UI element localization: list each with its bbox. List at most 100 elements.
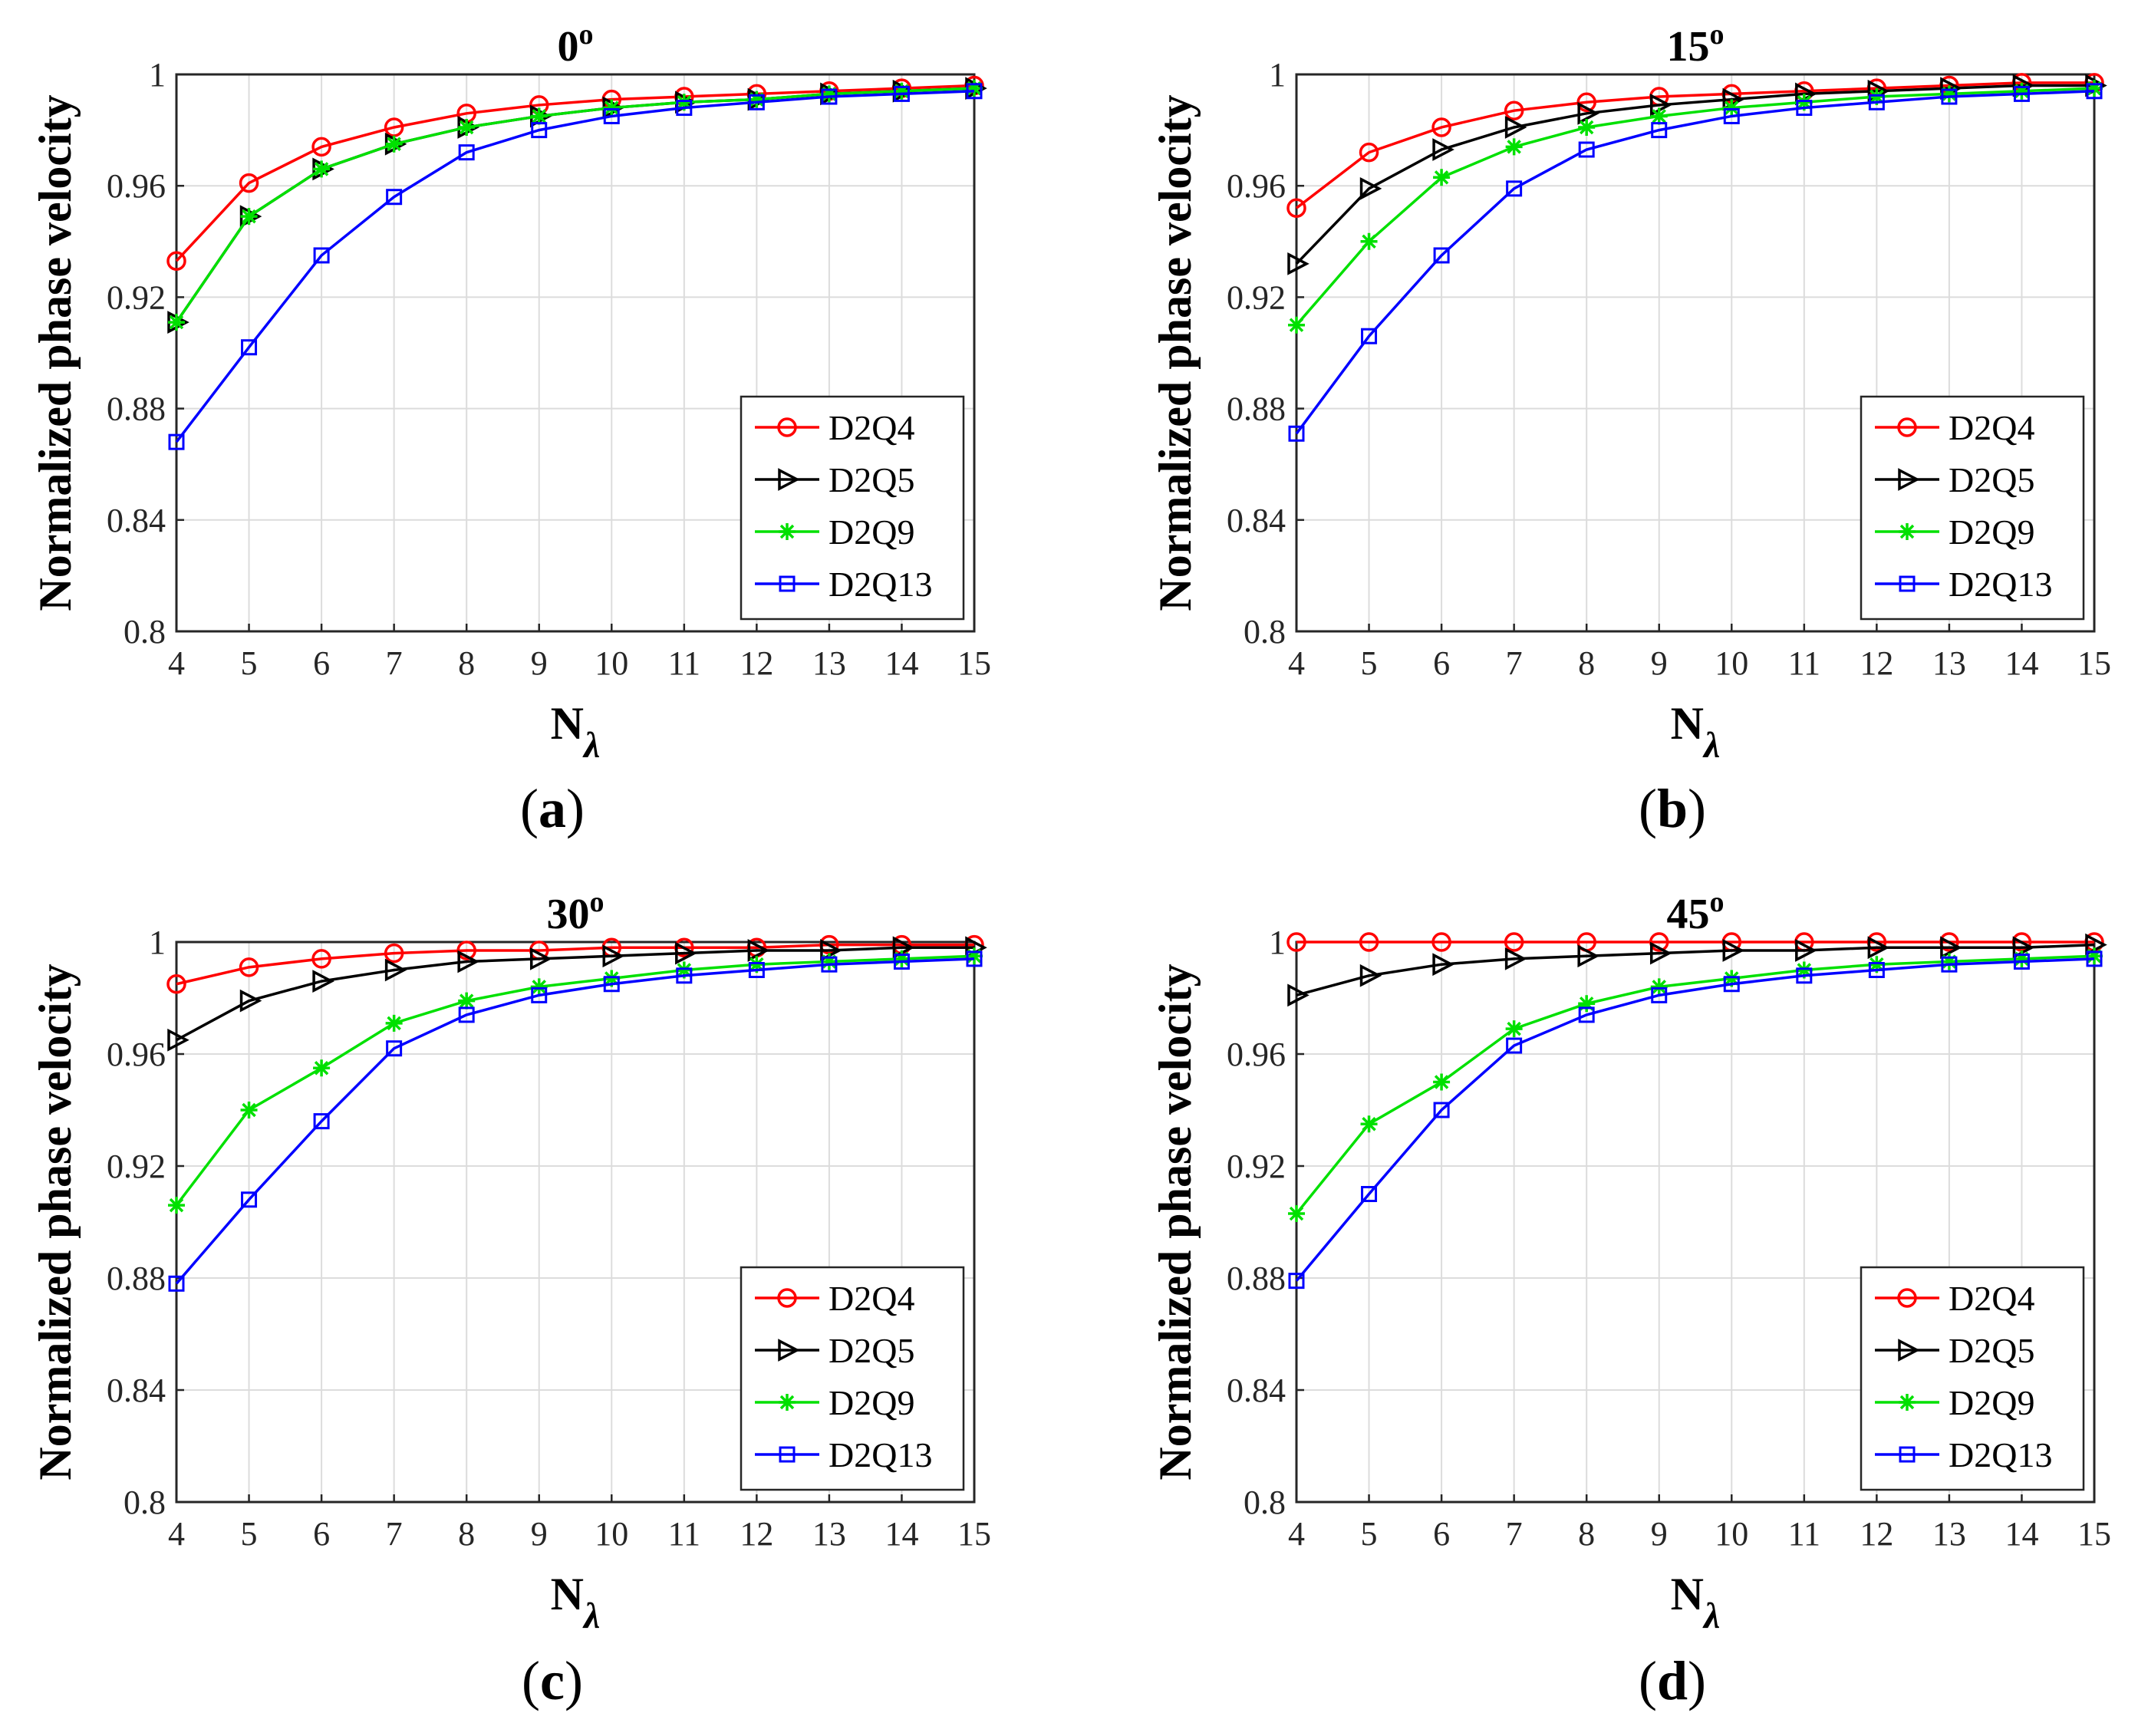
data-point-D2Q9: [603, 99, 621, 117]
legend-label-D2Q9: D2Q9: [1949, 512, 2034, 552]
x-tick-label: 14: [885, 644, 918, 682]
data-point-D2Q13: [2013, 85, 2030, 102]
series-D2Q13: [1288, 83, 2103, 442]
data-point-D2Q9: [1505, 138, 1523, 156]
series-line-D2Q9: [175, 87, 975, 324]
data-point-D2Q5: [1287, 252, 1309, 275]
legend-label-D2Q13: D2Q13: [1949, 1435, 2052, 1474]
data-point-D2Q9: [966, 80, 983, 97]
data-point-D2Q5: [1287, 983, 1309, 1007]
data-point-D2Q13: [1796, 100, 1813, 117]
panel-label-open: (: [520, 778, 539, 839]
data-point-D2Q9: [168, 1197, 185, 1214]
x-tick-label: 4: [1288, 1515, 1305, 1553]
data-point-D2Q13: [1796, 967, 1813, 984]
legend-marker-D2Q9: [1899, 1394, 1916, 1411]
panel-label-letter: a: [539, 778, 566, 839]
x-axis-label-main: N: [551, 698, 584, 749]
data-point-D2Q9: [1940, 85, 1958, 103]
panel-label-4: (d): [1639, 1650, 1706, 1711]
legend-marker-D2Q13: [1899, 1446, 1916, 1463]
data-point-D2Q9: [1360, 1115, 1378, 1133]
legend-label-D2Q4: D2Q4: [829, 1279, 914, 1318]
legend-marker-D2Q4: [1897, 1288, 1917, 1308]
series-D2Q9: [168, 80, 983, 331]
data-point-D2Q13: [893, 954, 910, 970]
data-point-D2Q5: [1577, 944, 1599, 968]
axes-box: [1295, 73, 2096, 633]
data-point-D2Q13: [1941, 88, 1958, 105]
series-D2Q5: [167, 936, 987, 1052]
panel-label-letter: b: [1657, 778, 1688, 839]
legend-marker-D2Q5: [1898, 1339, 1920, 1362]
data-point-D2Q9: [675, 961, 693, 979]
x-tick-label: 5: [241, 1515, 258, 1553]
legend-marker-D2Q5: [778, 1339, 800, 1362]
chart-title-value: 30: [547, 891, 590, 938]
data-point-D2Q9: [1433, 1073, 1451, 1091]
data-point-D2Q9: [1433, 169, 1451, 186]
legend-label-D2Q9: D2Q9: [1949, 1383, 2034, 1422]
y-tick-label: 0.8: [1244, 1484, 1286, 1521]
y-tick-label: 1: [149, 56, 166, 94]
y-tick-label: 0.96: [107, 167, 166, 205]
y-tick-label: 0.92: [107, 278, 166, 316]
x-tick-label: 10: [1715, 1515, 1748, 1553]
y-tick-label: 1: [1269, 56, 1286, 94]
y-tick-label: 0.8: [124, 613, 166, 651]
data-point-D2Q13: [1651, 987, 1668, 1003]
data-point-D2Q9: [1288, 1205, 1305, 1223]
data-point-D2Q9: [1723, 99, 1741, 117]
data-point-D2Q9: [893, 950, 911, 967]
y-tick-label: 0.84: [107, 1372, 166, 1409]
x-tick-label: 8: [1578, 644, 1595, 682]
chart-title: 45o: [1667, 886, 1725, 938]
legend-label-D2Q9: D2Q9: [829, 512, 914, 552]
data-point-D2Q13: [531, 122, 548, 139]
chart-title: 0o: [558, 18, 594, 71]
data-point-D2Q13: [1433, 1102, 1450, 1118]
x-tick-label: 11: [1788, 1515, 1820, 1553]
data-point-D2Q9: [530, 978, 548, 996]
x-axis-label-main: N: [1671, 1569, 1704, 1619]
chart-title-degree: o: [590, 886, 605, 918]
series-line-D2Q5: [1295, 84, 2094, 265]
data-point-D2Q5: [384, 958, 407, 982]
data-point-D2Q9: [530, 107, 548, 125]
chart-panel-2: 4 5 6 7 8 9 10 11 12 13 14 15 0.8 0.84 0.88 0.92 0.96 1 15…: [1150, 18, 2111, 766]
data-point-D2Q4: [1286, 198, 1306, 218]
data-point-D2Q9: [603, 970, 621, 987]
legend: D2Q4 D2Q5 D2Q9 D2Q13: [740, 395, 965, 621]
y-tick-label: 0.8: [124, 1484, 166, 1521]
series-D2Q13: [1288, 950, 2103, 1290]
y-tick-label: 0.92: [107, 1148, 166, 1185]
series-line-D2Q13: [175, 957, 975, 1285]
legend-box: [740, 395, 965, 621]
data-point-D2Q13: [1506, 1037, 1523, 1054]
data-point-D2Q13: [603, 976, 620, 993]
panel-label-1: (a): [520, 778, 585, 839]
data-point-D2Q4: [311, 137, 331, 157]
data-point-D2Q9: [1868, 956, 1886, 973]
data-point-D2Q13: [603, 107, 620, 124]
data-point-D2Q4: [166, 974, 186, 994]
y-tick-label: 0.88: [1227, 1260, 1286, 1297]
data-point-D2Q13: [1723, 107, 1740, 124]
data-point-D2Q4: [1504, 932, 1524, 952]
series-line-D2Q13: [1295, 957, 2095, 1282]
data-point-D2Q9: [385, 135, 403, 153]
x-tick-label: 14: [2005, 644, 2038, 682]
x-tick-label: 15: [957, 1515, 991, 1553]
data-point-D2Q9: [1795, 94, 1813, 111]
data-point-D2Q13: [748, 94, 765, 110]
data-point-D2Q13: [168, 1275, 185, 1292]
x-tick-label: 15: [957, 644, 991, 682]
data-point-D2Q13: [168, 433, 185, 450]
data-point-D2Q9: [1578, 118, 1596, 136]
chart-title-degree: o: [1710, 886, 1725, 918]
legend-label-D2Q5: D2Q5: [829, 460, 914, 499]
data-point-D2Q9: [2013, 82, 2031, 100]
data-point-D2Q4: [239, 957, 259, 977]
data-point-D2Q13: [676, 100, 693, 117]
